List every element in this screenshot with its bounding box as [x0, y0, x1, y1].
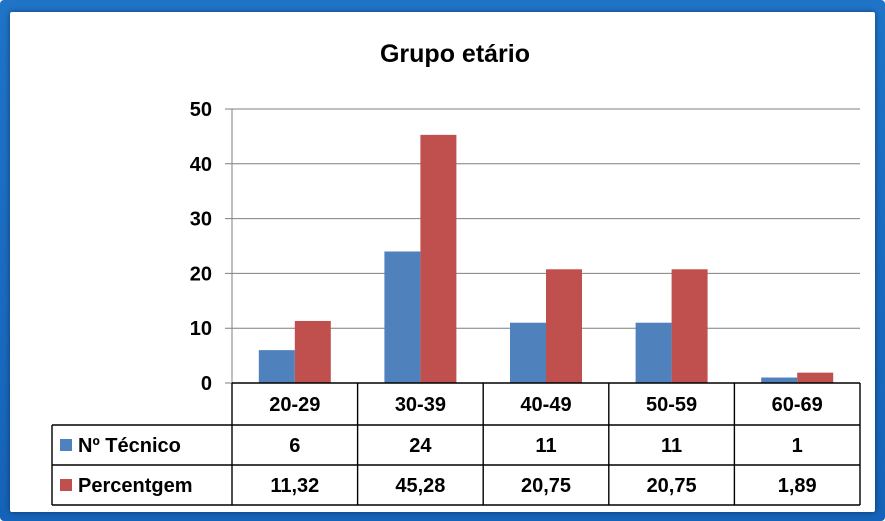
- data-label: 6: [289, 435, 300, 457]
- x-tick-label: 50-59: [646, 394, 697, 416]
- bar-series-1-40-49: [510, 322, 546, 383]
- y-tick-label: 0: [201, 373, 212, 395]
- x-tick-label: 60-69: [772, 394, 823, 416]
- y-tick-label: 40: [190, 154, 212, 176]
- bar-series-1-50-59: [635, 322, 672, 383]
- y-axis: 0 10 20 30 40 50: [190, 99, 233, 395]
- bar-series-2-30-39: [420, 134, 457, 383]
- data-label: 45,28: [395, 475, 445, 497]
- data-label: 20,75: [521, 475, 571, 497]
- x-tick-label: 20-29: [269, 394, 320, 416]
- x-tick-label: 30-39: [395, 394, 446, 416]
- bars: [258, 134, 834, 383]
- legend-label-2: Percentgem: [78, 475, 193, 497]
- y-tick-label: 50: [190, 99, 212, 121]
- bar-series-1-60-69: [761, 377, 798, 383]
- bar-series-2-40-49: [546, 269, 582, 383]
- y-tick-label: 30: [190, 209, 212, 231]
- y-tick-label: 20: [190, 263, 212, 285]
- bar-series-2-50-59: [671, 269, 708, 383]
- bar-series-1-20-29: [258, 350, 295, 383]
- x-tick-label: 40-49: [520, 394, 571, 416]
- data-label: 20,75: [647, 475, 697, 497]
- y-tick-label: 10: [190, 318, 212, 340]
- bar-series-1-30-39: [384, 251, 421, 383]
- data-label: 11: [661, 435, 682, 457]
- legend-key-2: [60, 479, 72, 491]
- data-label: 11: [535, 435, 556, 457]
- data-label: 1,89: [778, 475, 817, 497]
- data-label: 1: [792, 435, 803, 457]
- legend-key-1: [60, 439, 72, 451]
- data-label: 11,32: [270, 475, 319, 497]
- bar-series-2-60-69: [797, 372, 834, 383]
- legend-label-1: Nº Técnico: [78, 435, 181, 457]
- bar-series-2-20-29: [294, 320, 331, 383]
- data-label: 24: [409, 435, 432, 457]
- chart-title: Grupo etário: [380, 40, 530, 68]
